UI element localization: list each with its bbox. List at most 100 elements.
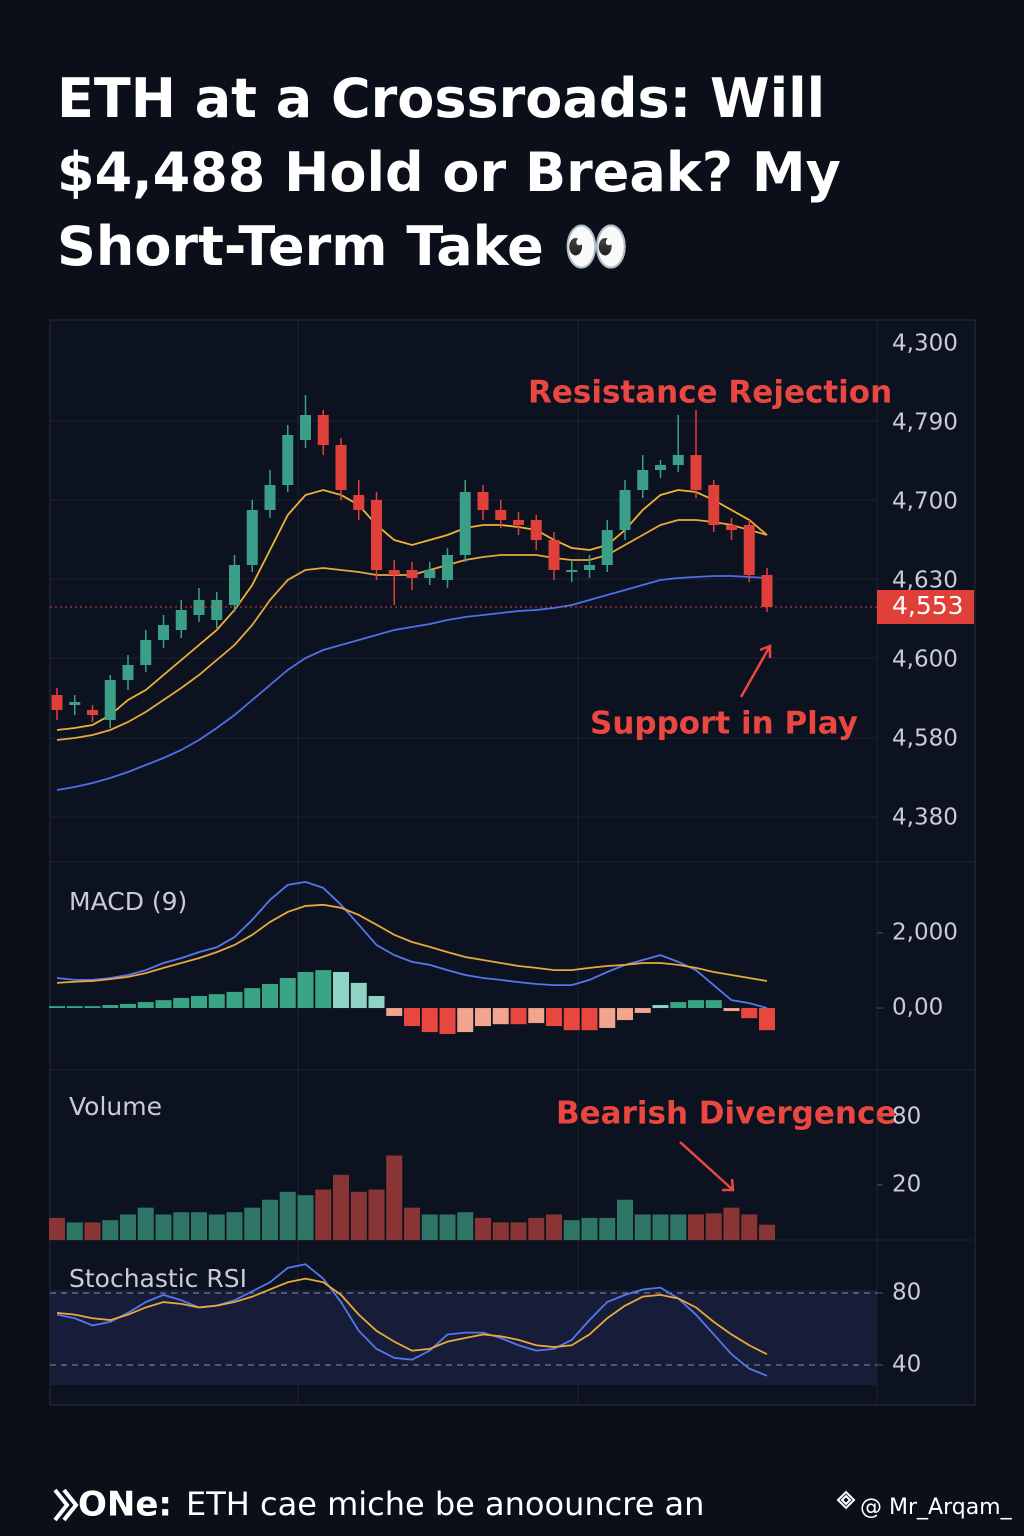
candle-body bbox=[495, 510, 507, 520]
histogram-bar bbox=[510, 1008, 527, 1025]
histogram-bar bbox=[439, 1008, 456, 1034]
candle-body bbox=[708, 485, 720, 525]
candle-body bbox=[672, 455, 684, 465]
candle-body bbox=[282, 435, 294, 485]
candle-body bbox=[104, 680, 116, 720]
y-axis-label: 4,600 bbox=[892, 647, 958, 673]
macd-line bbox=[56, 903, 768, 984]
candle-body bbox=[229, 565, 240, 605]
histogram-bar bbox=[208, 994, 225, 1009]
volume-bar bbox=[315, 1189, 332, 1240]
annotation: Bearish Divergence bbox=[556, 1096, 896, 1132]
volume-bar bbox=[191, 1212, 207, 1240]
histogram-bar bbox=[333, 972, 349, 1009]
histogram-bar bbox=[723, 1008, 740, 1012]
histogram-bar bbox=[617, 1008, 633, 1021]
histogram-bar bbox=[279, 978, 296, 1009]
histogram-bar bbox=[652, 1005, 669, 1009]
candle-body bbox=[442, 555, 453, 580]
volume-bar bbox=[670, 1214, 687, 1240]
volume-bar bbox=[155, 1214, 172, 1240]
histogram-bar bbox=[457, 1008, 474, 1033]
volume-bar bbox=[563, 1220, 580, 1240]
volume-bar bbox=[581, 1217, 598, 1240]
candle-body bbox=[761, 575, 773, 607]
volume-bar bbox=[652, 1214, 669, 1240]
volume-bar bbox=[102, 1220, 119, 1240]
volume-bar bbox=[634, 1214, 651, 1240]
stoch-line bbox=[56, 1263, 768, 1377]
candle-body bbox=[87, 710, 98, 715]
annotation: Resistance Rejection bbox=[528, 375, 892, 411]
y-axis-label: 4,580 bbox=[892, 726, 958, 752]
volume-bar bbox=[599, 1217, 616, 1240]
candle-body bbox=[51, 695, 63, 710]
candle-body bbox=[122, 665, 134, 680]
candle-body bbox=[264, 485, 276, 510]
volume-bar bbox=[333, 1174, 349, 1240]
volume-bar bbox=[741, 1214, 758, 1240]
histogram-bar bbox=[120, 1003, 136, 1009]
volume-bar bbox=[510, 1222, 527, 1240]
volume-bar bbox=[262, 1199, 278, 1240]
candle-body bbox=[637, 470, 649, 490]
candle-body bbox=[388, 570, 400, 575]
volume-bar bbox=[66, 1222, 83, 1240]
volume-bar bbox=[226, 1212, 243, 1240]
title: ETH at a Crossroads: Will $4,488 Hold or… bbox=[57, 67, 841, 278]
candle-body bbox=[601, 530, 613, 565]
candle-body bbox=[335, 445, 347, 490]
volume-bar bbox=[386, 1155, 403, 1240]
histogram-bar bbox=[173, 997, 190, 1009]
y-tick-label: 80 bbox=[892, 1103, 921, 1129]
candle-body bbox=[459, 492, 471, 555]
y-axis-label: 4,630 bbox=[892, 568, 958, 594]
volume-bar bbox=[457, 1212, 474, 1240]
histogram-bar bbox=[404, 1008, 420, 1027]
histogram-bar bbox=[759, 1008, 775, 1031]
histogram-bar bbox=[563, 1008, 580, 1031]
y-axis-label: 4,380 bbox=[892, 805, 958, 831]
icon bbox=[53, 1488, 79, 1522]
arrow bbox=[739, 644, 772, 698]
volume-bar bbox=[723, 1207, 740, 1240]
panel-label: Volume bbox=[69, 1092, 162, 1121]
histogram-bar bbox=[191, 996, 207, 1009]
candle-body bbox=[69, 702, 81, 705]
histogram-bar bbox=[546, 1008, 562, 1027]
volume-bar bbox=[492, 1222, 509, 1240]
y-axis-label: 4,300 bbox=[892, 331, 958, 357]
y-axis-label: 4,790 bbox=[892, 410, 958, 436]
y-tick-label: 0,00 bbox=[892, 995, 943, 1021]
candle-body bbox=[140, 640, 152, 665]
volume-bar bbox=[404, 1207, 420, 1240]
volume-bar bbox=[421, 1214, 438, 1240]
histogram-bar bbox=[634, 1008, 651, 1013]
candle-body bbox=[584, 565, 595, 570]
candle-body bbox=[193, 600, 205, 615]
stoch-line bbox=[56, 1277, 768, 1356]
candle-body bbox=[726, 525, 737, 530]
histogram-bar bbox=[386, 1008, 403, 1016]
logo bbox=[836, 1490, 856, 1510]
candle-body bbox=[246, 510, 258, 565]
histogram-bar bbox=[350, 982, 367, 1009]
footer-lead: ONe: bbox=[78, 1485, 172, 1525]
volume-bar bbox=[546, 1214, 562, 1240]
histogram-bar bbox=[102, 1005, 119, 1009]
volume-bar bbox=[279, 1191, 296, 1240]
volume-bar bbox=[350, 1191, 367, 1240]
candle-body bbox=[743, 525, 755, 575]
macd-line bbox=[56, 880, 768, 1009]
histogram-bar bbox=[244, 988, 261, 1009]
histogram-bar bbox=[84, 1006, 101, 1009]
candle-body bbox=[317, 415, 329, 445]
volume-bar bbox=[705, 1213, 722, 1240]
candle-body bbox=[477, 492, 489, 510]
histogram-bar bbox=[297, 972, 314, 1009]
candle-body bbox=[690, 455, 702, 490]
histogram-bar bbox=[66, 1006, 83, 1009]
histogram-bar bbox=[705, 1000, 722, 1009]
histogram-bar bbox=[262, 984, 278, 1009]
moving-average bbox=[56, 489, 768, 731]
